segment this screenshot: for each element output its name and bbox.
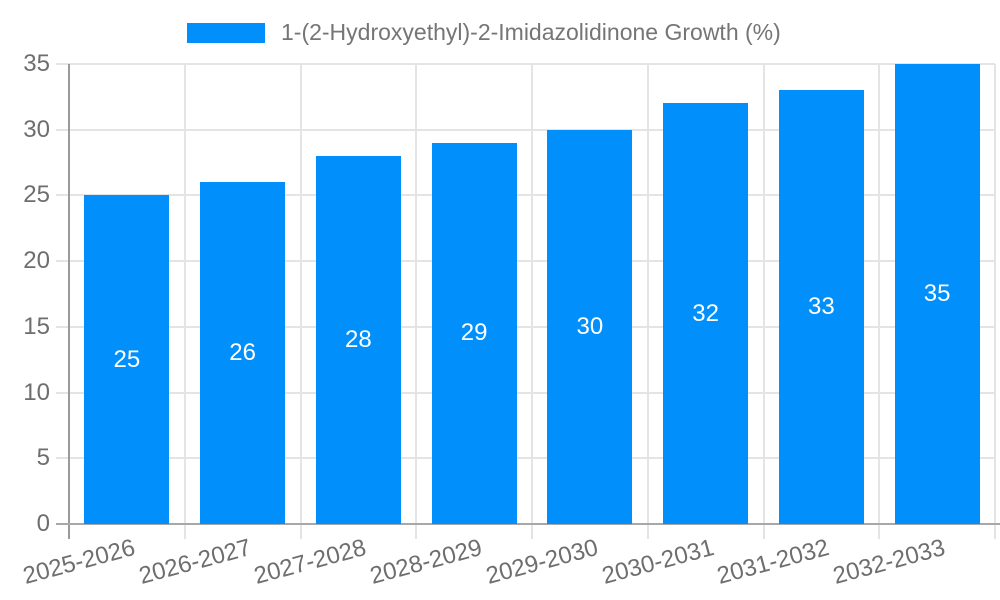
- y-axis-tick-35: [56, 63, 69, 65]
- y-axis-label-30: 30: [23, 115, 50, 143]
- x-axis-line: [56, 523, 1000, 525]
- y-axis-label-5: 5: [36, 444, 50, 472]
- y-axis-label-10: 10: [23, 378, 50, 406]
- x-axis-tick-3: [415, 524, 418, 539]
- y-axis-label-25: 25: [23, 181, 50, 209]
- bar-value-label-2029-2030: 30: [576, 312, 604, 340]
- y-axis-tick-20: [56, 260, 69, 263]
- x-axis-tick-1: [183, 524, 186, 539]
- gridline-v-4: [531, 64, 533, 524]
- y-axis-tick-10: [56, 391, 69, 394]
- legend-swatch: [187, 22, 265, 43]
- y-axis-tick-5: [56, 457, 69, 460]
- legend-label: 1-(2-Hydroxyethyl)-2-Imidazolidinone Gro…: [281, 19, 781, 45]
- bar-2031-2032[interactable]: [778, 90, 864, 524]
- y-axis-tick-25: [56, 194, 69, 197]
- y-axis-label-0: 0: [36, 510, 50, 537]
- gridline-v-6: [762, 64, 765, 524]
- y-axis-label-20: 20: [23, 247, 50, 275]
- chart-legend[interactable]: 1-(2-Hydroxyethyl)-2-Imidazolidinone Gro…: [187, 19, 781, 46]
- bar-2026-2027[interactable]: [200, 182, 286, 524]
- bar-value-label-2032-2033: 35: [923, 280, 951, 307]
- y-axis-label-35: 35: [23, 50, 50, 77]
- bar-2028-2029[interactable]: [431, 142, 517, 524]
- y-axis-line: [68, 64, 70, 539]
- y-axis-label-15: 15: [23, 312, 50, 340]
- bar-2030-2031[interactable]: [663, 103, 749, 524]
- x-axis-tick-8: [994, 524, 996, 539]
- bar-2025-2026[interactable]: [84, 195, 170, 524]
- bar-value-label-2025-2026: 25: [113, 345, 141, 373]
- gridline-v-8: [994, 64, 996, 524]
- x-axis-tick-5: [646, 524, 649, 539]
- x-axis-tick-6: [762, 524, 765, 539]
- gridline-v-1: [183, 64, 186, 524]
- bar-2027-2028[interactable]: [315, 156, 401, 524]
- bar-value-label-2026-2027: 26: [229, 339, 256, 367]
- gridline-v-7: [878, 64, 881, 524]
- bar-2029-2030[interactable]: [547, 129, 633, 524]
- gridline-v-3: [415, 64, 418, 524]
- bar-value-label-2030-2031: 32: [692, 299, 719, 327]
- gridline-v-2: [299, 64, 302, 524]
- gridline-v-5: [646, 64, 649, 524]
- y-axis-tick-15: [56, 325, 69, 328]
- x-axis-tick-4: [531, 524, 533, 539]
- x-axis-tick-7: [878, 524, 881, 539]
- bar-value-label-2031-2032: 33: [808, 293, 835, 321]
- x-axis-tick-2: [299, 524, 302, 539]
- bar-2032-2033[interactable]: [894, 64, 980, 524]
- bar-value-label-2028-2029: 29: [460, 319, 488, 347]
- y-axis-tick-30: [56, 128, 69, 131]
- bar-value-label-2027-2028: 28: [345, 326, 372, 353]
